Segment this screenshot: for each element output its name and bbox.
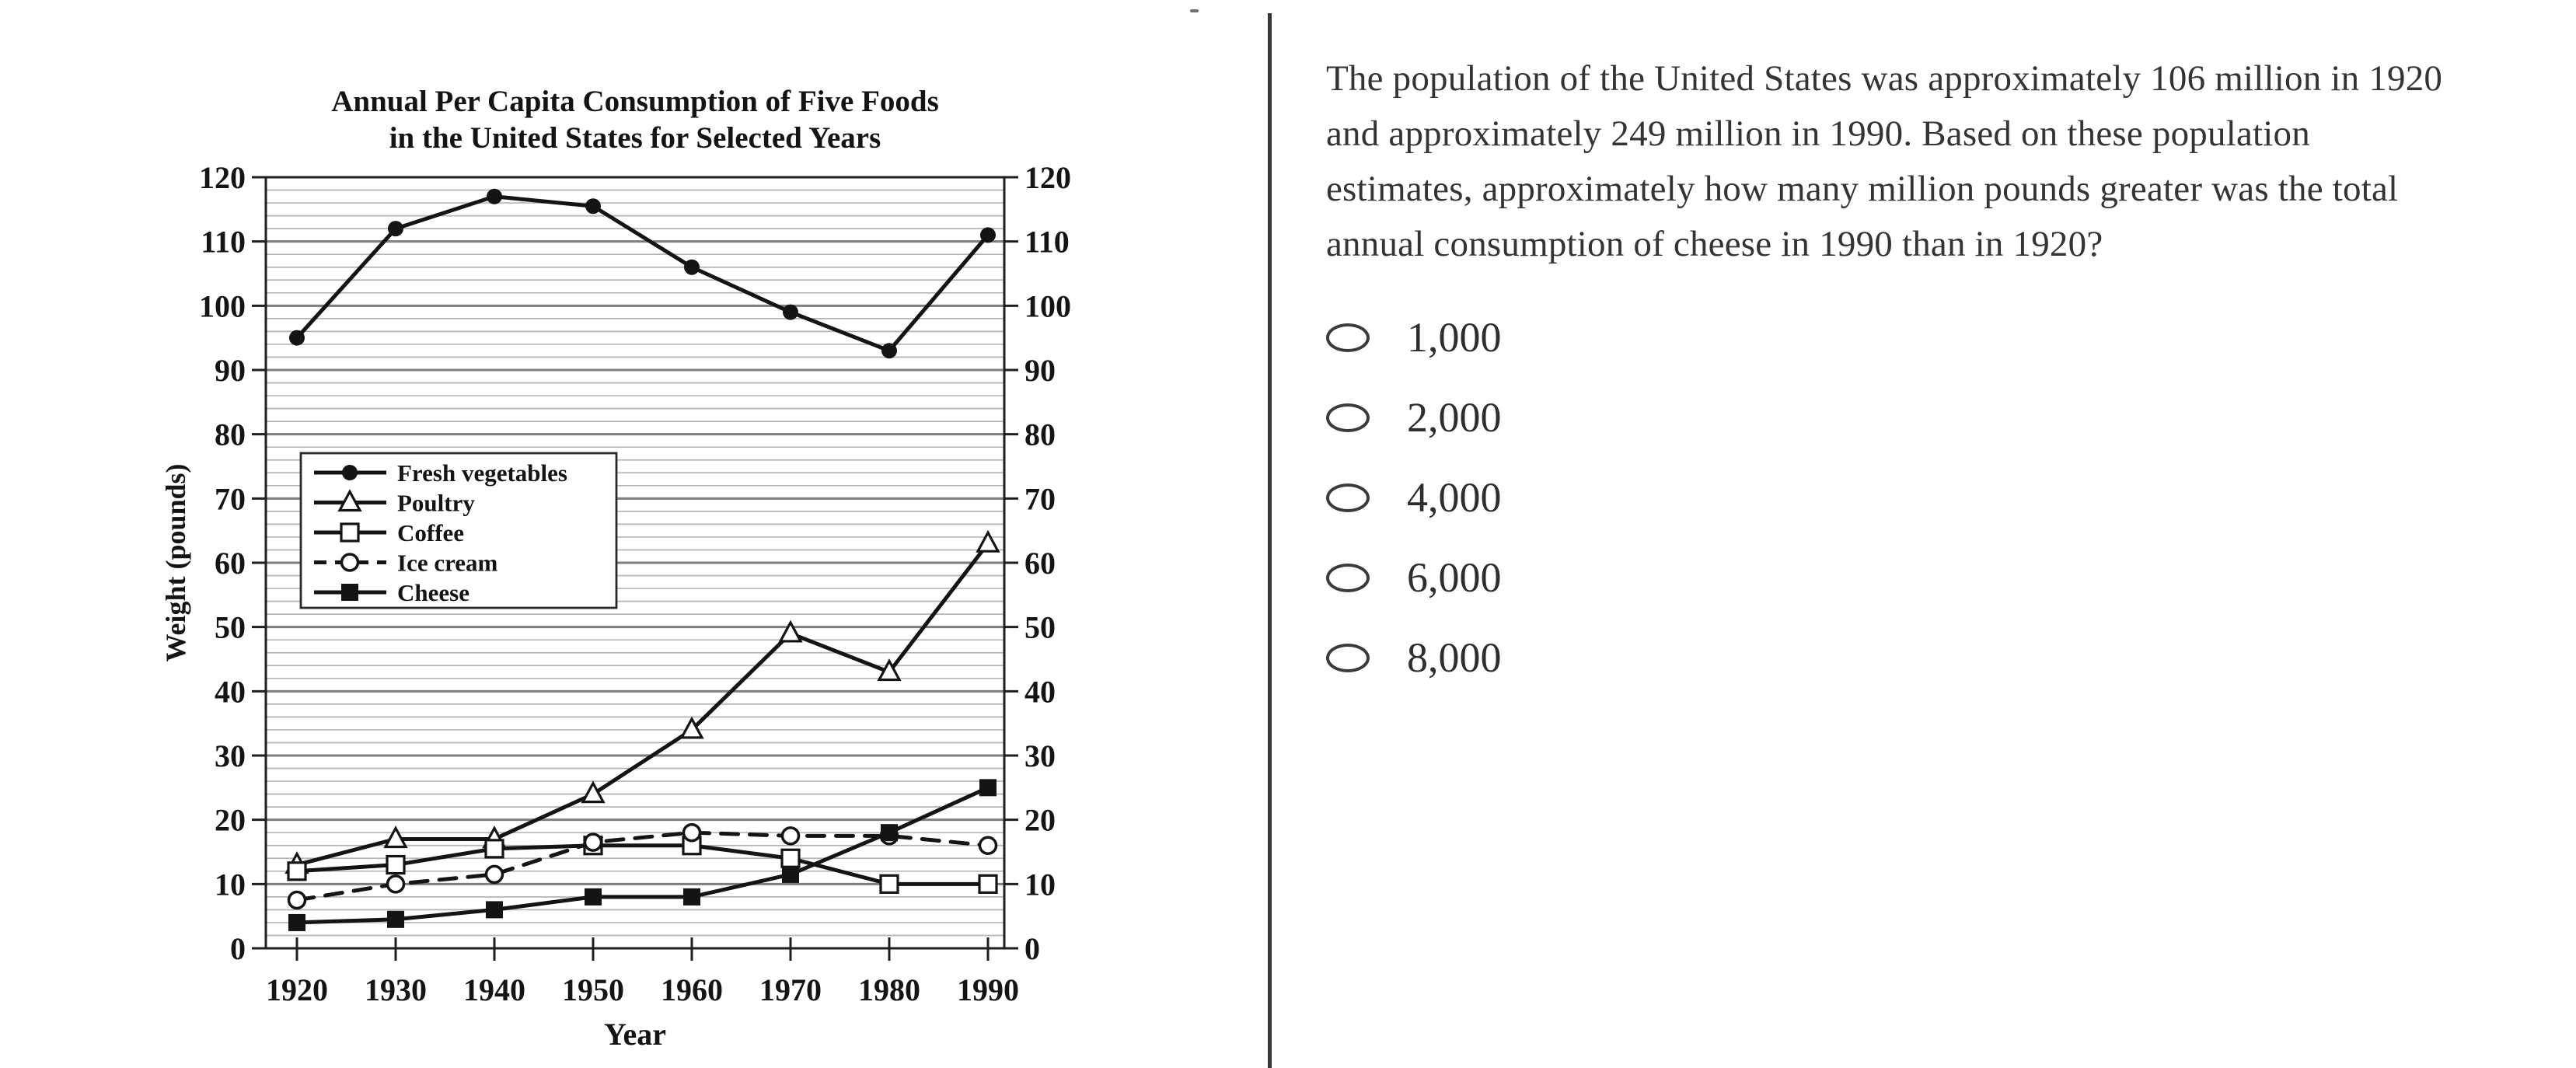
chart-title-line1: Annual Per Capita Consumption of Five Fo…: [331, 85, 939, 118]
y-axis-label-right: 50: [1024, 610, 1056, 645]
chart-title-line2: in the United States for Selected Years: [389, 121, 881, 155]
series-fresh-vegetables: [289, 188, 996, 359]
y-axis-label-right: 40: [1024, 674, 1056, 709]
legend-label: Poultry: [397, 490, 475, 517]
y-axis-label-left: 40: [215, 674, 246, 709]
y-axis-label-left: 80: [215, 417, 246, 452]
x-axis-title: Year: [604, 1017, 666, 1052]
series-cheese: [288, 779, 997, 931]
answer-option-label[interactable]: 1,000: [1407, 314, 1502, 361]
x-axis-label: 1950: [562, 972, 624, 1007]
y-axis-label-right: 70: [1024, 481, 1056, 516]
y-axis-label-right: 80: [1024, 417, 1056, 452]
y-axis-label-right: 20: [1024, 803, 1056, 838]
answer-radio-oval[interactable]: [1326, 323, 1370, 352]
y-axis-label-left: 110: [201, 225, 246, 260]
answer-radio-oval[interactable]: [1326, 563, 1370, 592]
top-dash-artifact: [1190, 9, 1199, 12]
x-axis-label: 1930: [365, 972, 427, 1007]
y-axis-label-right: 30: [1024, 738, 1056, 773]
y-axis-label-left: 20: [215, 803, 246, 838]
x-axis-label: 1920: [266, 972, 328, 1007]
answer-radio-oval[interactable]: [1326, 403, 1370, 432]
y-axis-label-right: 10: [1024, 867, 1056, 902]
y-axis-label-left: 60: [215, 546, 246, 581]
answer-option-label[interactable]: 6,000: [1407, 554, 1502, 601]
option-row: 2,000: [1326, 391, 2455, 444]
y-axis-label-left: 120: [199, 160, 246, 195]
vertical-divider: [1268, 13, 1272, 1068]
y-axis-label-right: 110: [1024, 225, 1070, 260]
y-axis-label-left: 10: [215, 867, 246, 902]
y-axis-label-left: 0: [230, 931, 246, 966]
answer-option-label[interactable]: 4,000: [1407, 474, 1502, 521]
option-row: 6,000: [1326, 551, 2455, 604]
x-axis-label: 1940: [463, 972, 525, 1007]
x-axis-label: 1990: [957, 972, 1019, 1007]
legend-label: Ice cream: [397, 550, 498, 577]
answer-radio-oval[interactable]: [1326, 643, 1370, 672]
chart-figure: 0 0 10 10 20 20 30 30 40 40 50 50 60 60 70 70 80 80 90 90 10…: [0, 0, 1283, 1068]
answer-radio-oval[interactable]: [1326, 483, 1370, 512]
x-axis-label: 1970: [759, 972, 822, 1007]
answer-option-label[interactable]: 8,000: [1407, 634, 1502, 681]
y-axis-label-right: 60: [1024, 546, 1056, 581]
y-axis-label-right: 0: [1024, 931, 1040, 966]
answer-options-list: 1,000 2,000 4,000 6,000 8,000: [1326, 311, 2455, 711]
legend: [299, 452, 618, 609]
x-axis-label: 1960: [661, 972, 723, 1007]
y-axis-label-left: 100: [199, 288, 246, 323]
legend-label: Coffee: [397, 519, 464, 546]
option-row: 4,000: [1326, 471, 2455, 524]
y-axis-label-left: 30: [215, 738, 246, 773]
y-axis-label-right: 90: [1024, 353, 1056, 388]
answer-option-label[interactable]: 2,000: [1407, 394, 1502, 441]
legend-label: Cheese: [397, 579, 469, 606]
y-axis-title: Weight (pounds): [160, 463, 191, 661]
question-text: The population of the United States was …: [1326, 58, 2443, 264]
x-axis-label: 1980: [858, 972, 920, 1007]
y-axis-label-left: 90: [215, 353, 246, 388]
y-axis-label-left: 70: [215, 481, 246, 516]
option-row: 8,000: [1326, 631, 2455, 684]
consumption-line-chart: 0 0 10 10 20 20 30 30 40 40 50 50 60 60 70 70 80 80 90 90 10…: [160, 85, 1071, 1052]
series-ice-cream: [287, 822, 998, 910]
y-axis-label-right: 120: [1024, 160, 1071, 195]
legend-label: Fresh vegetables: [397, 459, 567, 487]
option-row: 1,000: [1326, 311, 2455, 364]
y-axis-label-left: 50: [215, 610, 246, 645]
question-panel: The population of the United States was …: [1326, 51, 2455, 711]
y-axis-label-right: 100: [1024, 288, 1071, 323]
